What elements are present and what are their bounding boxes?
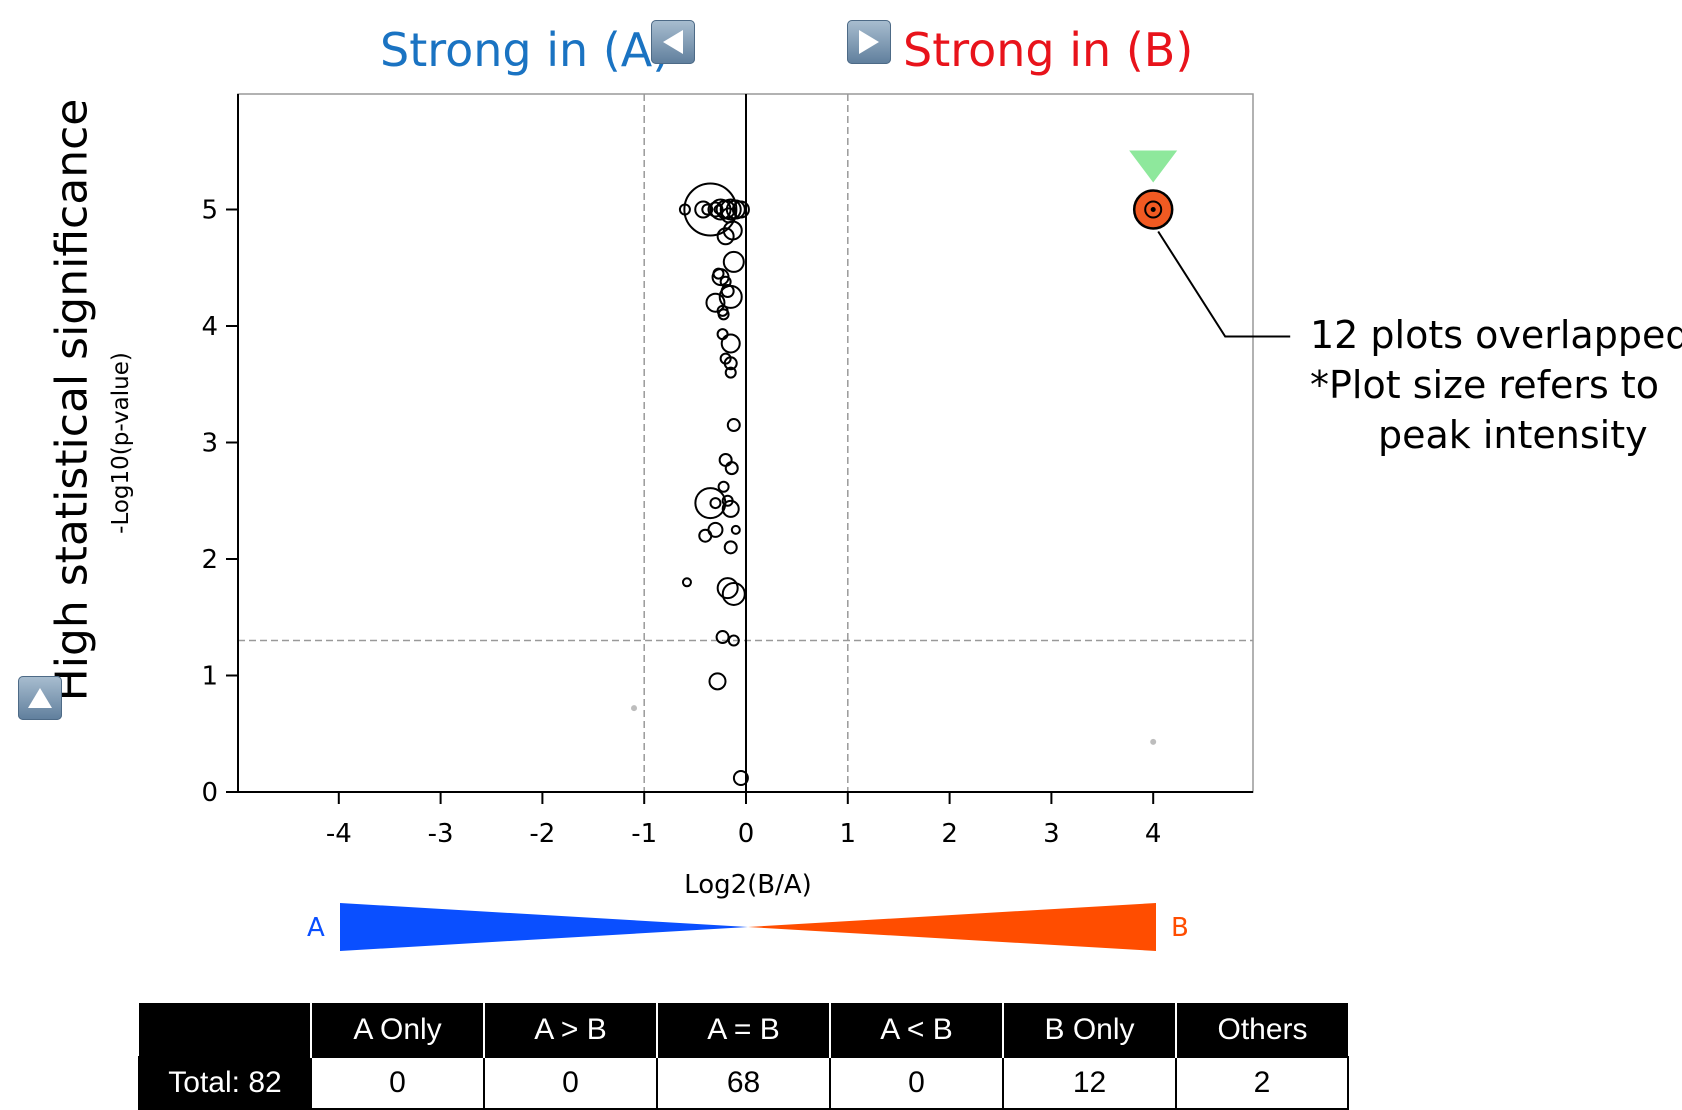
- gradient-wedge-b: [748, 903, 1156, 951]
- header-a-lt-b: A < B: [830, 1003, 1004, 1057]
- highlight-point-inner: [1144, 200, 1163, 219]
- row-total-label: Total: 82: [138, 1056, 312, 1110]
- x-tick-label: 0: [738, 819, 755, 849]
- data-point: [716, 328, 729, 341]
- data-point: [719, 198, 742, 221]
- up-arrow-button[interactable]: [18, 676, 62, 720]
- data-point: [723, 540, 738, 555]
- annotation-line-2: *Plot size refers to: [1310, 363, 1660, 407]
- data-point: [713, 204, 724, 215]
- strong-in-a-label: Strong in (A): [380, 23, 671, 77]
- y-tick-label: 1: [201, 662, 218, 692]
- data-point: [701, 203, 714, 216]
- data-point: [726, 418, 741, 433]
- highlight-point-center: [1150, 207, 1156, 212]
- y-tick-label: 4: [201, 312, 218, 342]
- data-point: [718, 284, 743, 309]
- volcano-plot: -4 -3 -2 -1 0 1 2 3 4 0 1 2 3 4 5 Log2(B/A): [201, 93, 1291, 900]
- summary-header-row: A Only A > B A = B A < B B Only Others: [139, 1003, 1348, 1057]
- overlap-annotation: 12 plots overlapped *Plot size refers to…: [1310, 310, 1682, 460]
- header-blank: [139, 1003, 312, 1057]
- x-tick-label: 2: [941, 819, 958, 849]
- data-point: [723, 356, 738, 371]
- y-tick-label: 3: [201, 429, 218, 459]
- left-arrow-button[interactable]: [651, 20, 695, 64]
- header-a-only: A Only: [311, 1003, 485, 1057]
- data-point: [708, 672, 727, 691]
- data-point: [716, 577, 739, 600]
- strong-in-b-label: Strong in (B): [903, 23, 1194, 77]
- header-b-only: B Only: [1003, 1003, 1177, 1057]
- data-point: [722, 250, 745, 273]
- x-tick-label: 3: [1043, 819, 1060, 849]
- value-a-eq-b: 68: [656, 1056, 831, 1110]
- annotation-line-3: peak intensity: [1378, 413, 1648, 457]
- data-point: [720, 333, 741, 354]
- x-tick-label: 1: [840, 819, 857, 849]
- y-tick-label: 2: [201, 545, 218, 575]
- summary-table: A Only A > B A = B A < B B Only Others T…: [138, 1003, 1349, 1110]
- x-tick-label: -2: [529, 819, 555, 849]
- x-tick-label: 4: [1145, 819, 1162, 849]
- data-point: [721, 499, 740, 518]
- left-arrow-icon: [663, 30, 683, 54]
- x-tick-label: -4: [326, 819, 352, 849]
- gradient-label-a: A: [307, 913, 325, 943]
- value-a-lt-b: 0: [829, 1056, 1004, 1110]
- right-arrow-icon: [859, 30, 879, 54]
- highlight-marker-icon: [1129, 150, 1178, 183]
- data-point: [724, 461, 739, 476]
- right-arrow-button[interactable]: [847, 20, 891, 64]
- other-point: [1150, 738, 1157, 745]
- header-others: Others: [1176, 1003, 1348, 1057]
- annotation-leader-line: [1157, 230, 1291, 338]
- data-point: [716, 227, 735, 246]
- data-point: [681, 577, 692, 588]
- header-a-gt-b: A > B: [484, 1003, 658, 1057]
- data-point: [715, 630, 730, 645]
- other-point: [631, 705, 638, 712]
- value-a-gt-b: 0: [483, 1056, 658, 1110]
- data-point: [730, 524, 741, 535]
- data-point: [698, 528, 713, 543]
- up-arrow-icon: [28, 688, 52, 708]
- x-tick-label: -1: [631, 819, 657, 849]
- data-point: [721, 581, 746, 606]
- data-point: [717, 480, 730, 493]
- y-tick-label: 5: [201, 196, 218, 226]
- y-tick-label: 0: [201, 778, 218, 808]
- data-point: [709, 497, 722, 510]
- data-point: [727, 634, 740, 647]
- gradient-label-b: B: [1171, 913, 1189, 943]
- gradient-wedge-a: [340, 903, 748, 951]
- value-b-only: 12: [1002, 1056, 1177, 1110]
- header-a-eq-b: A = B: [657, 1003, 831, 1057]
- data-point: [732, 770, 749, 787]
- value-others: 2: [1175, 1056, 1349, 1110]
- data-point: [683, 182, 738, 237]
- summary-data-row: Total: 82 0 0 68 0 12 2: [138, 1056, 1349, 1110]
- data-point: [678, 203, 691, 216]
- annotation-line-1: 12 plots overlapped: [1310, 313, 1682, 357]
- data-point: [718, 452, 733, 467]
- value-a-only: 0: [310, 1056, 485, 1110]
- x-axis-label: Log2(B/A): [684, 870, 812, 900]
- data-point: [717, 308, 730, 321]
- data-point: [705, 292, 726, 313]
- x-tick-label: -3: [428, 819, 454, 849]
- data-point: [724, 366, 737, 379]
- fold-change-gradient: [340, 903, 1156, 951]
